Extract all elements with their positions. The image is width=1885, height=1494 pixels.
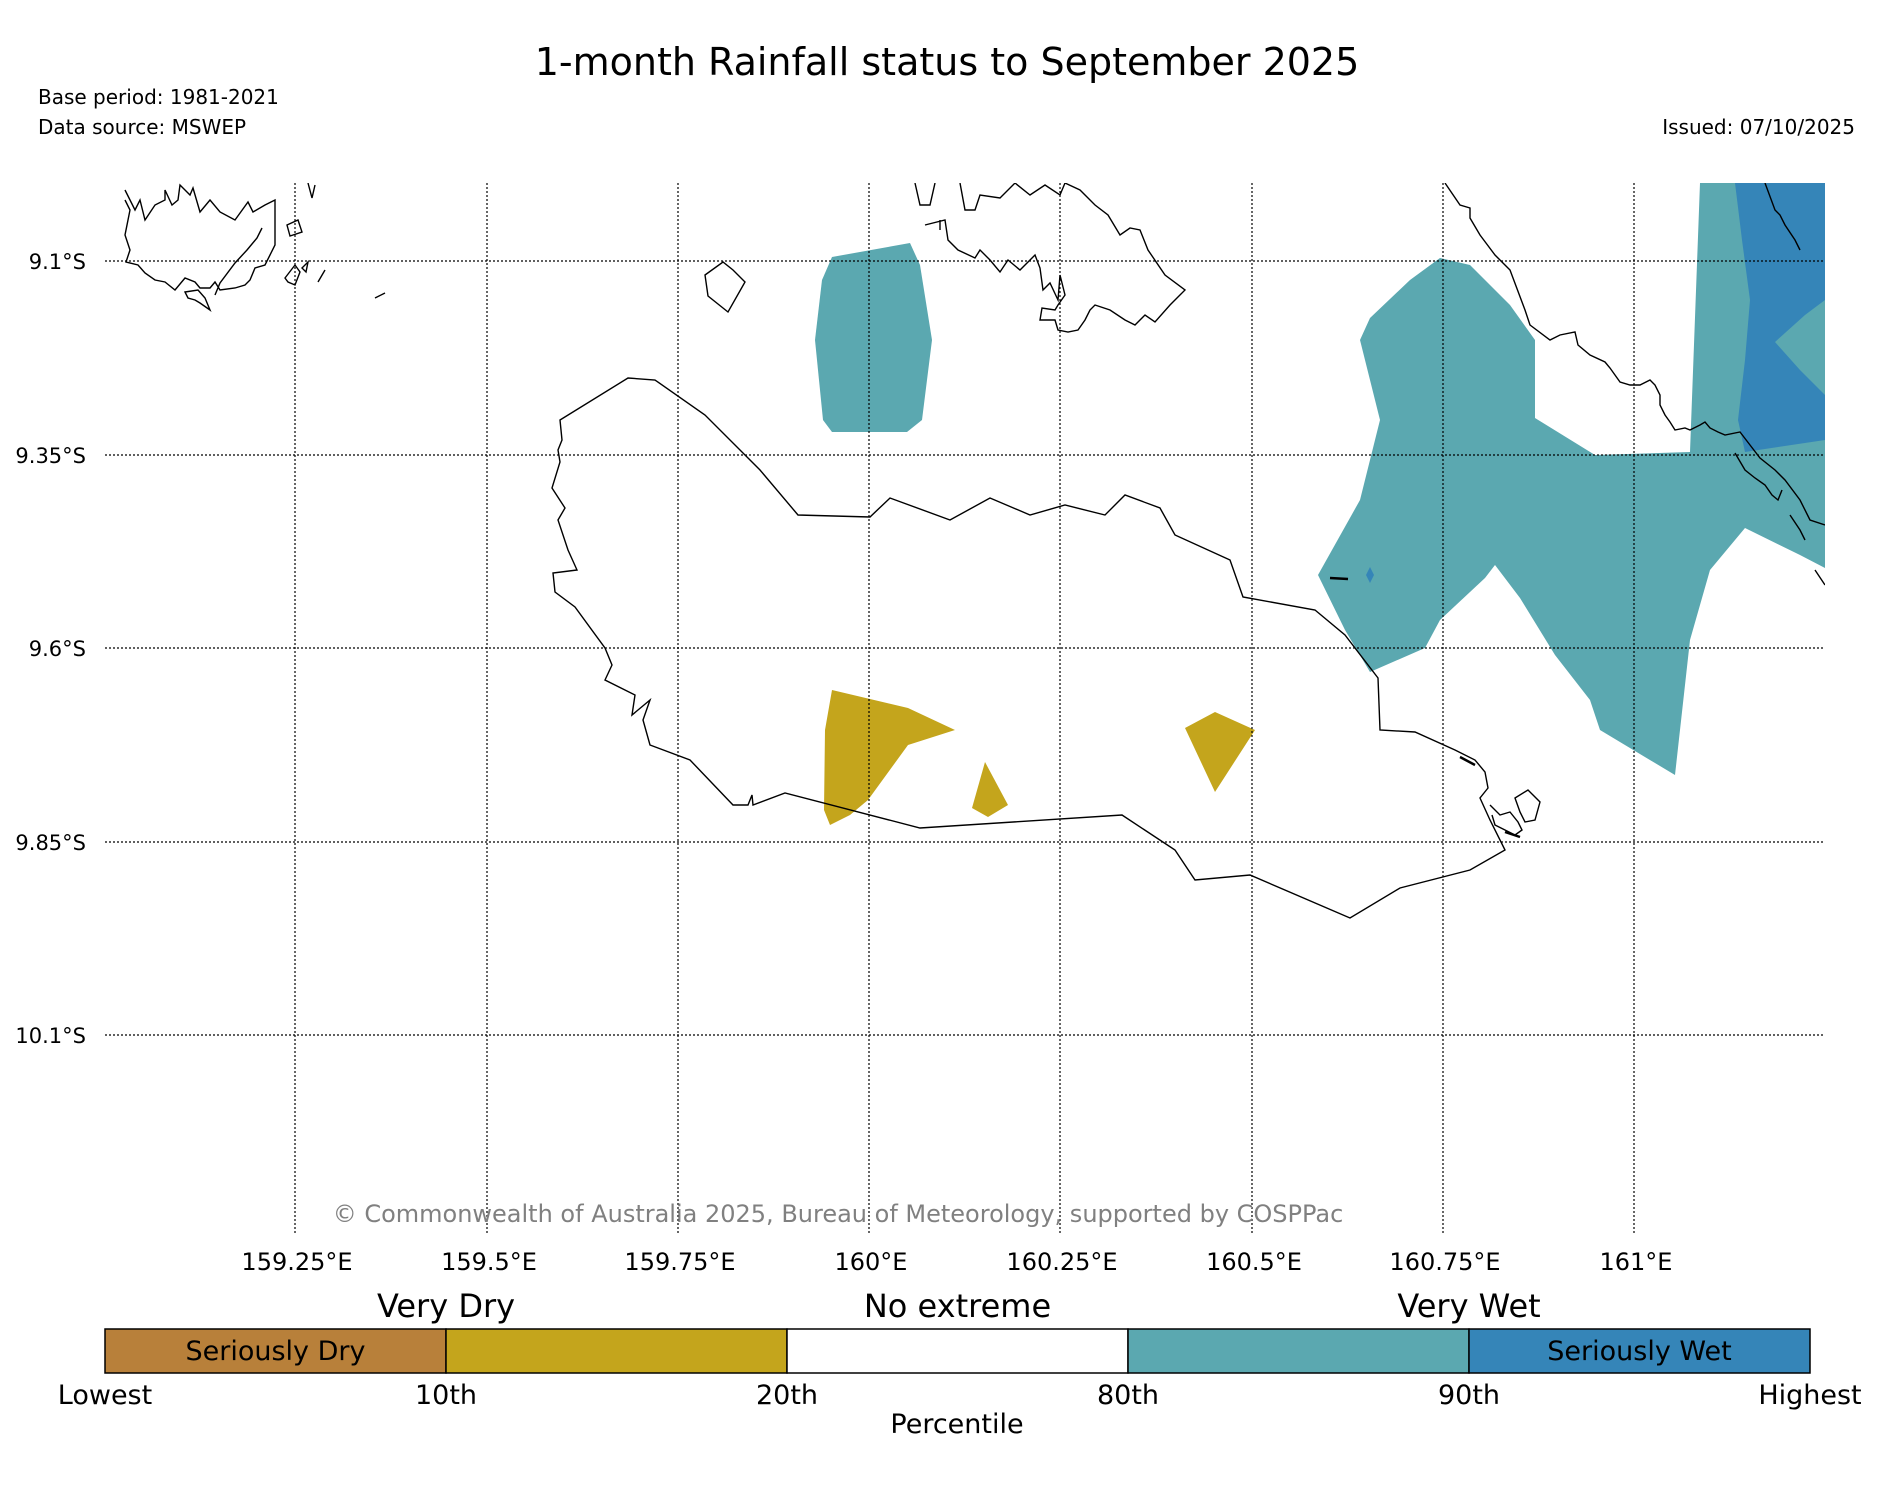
very-dry-region-west [824, 690, 955, 825]
legend-group-label: No extreme [864, 1287, 1051, 1325]
northwest-islet-3 [284, 263, 301, 286]
legend-tick-label: Lowest [58, 1380, 152, 1411]
longitude-label: 160.25°E [1006, 1248, 1117, 1276]
very-wet-regions [815, 183, 1825, 775]
legend-group-label: Very Dry [377, 1287, 515, 1325]
legend-segment [786, 1328, 1129, 1374]
coast-dash-1 [1329, 576, 1349, 581]
longitude-label: 159.25°E [241, 1248, 352, 1276]
longitude-labels: 159.25°E 159.5°E 159.75°E 160°E 160.25°E 160.… [241, 1248, 1672, 1276]
latitude-labels: 9.1°S 9.35°S 9.6°S 9.85°S 10.1°S [15, 250, 86, 1048]
very-wet-region-east [1318, 183, 1825, 775]
legend-segment-label: Seriously Dry [186, 1336, 366, 1367]
north-islet-coastline [704, 261, 746, 314]
northwest-islet-2 [286, 219, 303, 237]
latitude-label: 9.6°S [29, 637, 86, 661]
issued-date-label: Issued: 07/10/2025 [1662, 115, 1855, 139]
legend-color-bar: Seriously Dry Seriously Wet [104, 1328, 1811, 1374]
latitude-label: 10.1°S [15, 1024, 86, 1048]
longitude-label: 160.75°E [1389, 1248, 1500, 1276]
legend-group-labels: Very Dry No extreme Very Wet [377, 1287, 1541, 1325]
very-wet-region-north [815, 243, 932, 432]
northeast-island-coastline [914, 183, 1187, 333]
east-small-islet [1489, 804, 1523, 836]
northwest-line-2 [374, 292, 386, 299]
legend-segment [445, 1328, 788, 1374]
seriously-wet-region-northeast [1735, 183, 1825, 452]
legend-axis-label: Percentile [890, 1409, 1023, 1440]
northwest-line-3 [307, 183, 316, 199]
east-small-islet-2 [1514, 789, 1541, 823]
longitude-label: 159.75°E [624, 1248, 735, 1276]
northwest-line-4 [214, 227, 263, 296]
legend-tick-label: 20th [756, 1380, 818, 1411]
longitude-label: 159.5°E [441, 1248, 537, 1276]
legend-group-label: Very Wet [1397, 1287, 1540, 1325]
northwest-islet-1 [183, 289, 212, 312]
northwest-islet-4 [301, 259, 310, 274]
coast-dash-2 [1459, 755, 1476, 767]
longitude-label: 161°E [1600, 1248, 1673, 1276]
east-coast-fragments [1734, 452, 1825, 586]
latitude-label: 9.35°S [15, 444, 86, 468]
coastlines [124, 183, 1825, 919]
map-title: 1-month Rainfall status to September 202… [535, 40, 1360, 84]
longitude-label: 160°E [835, 1248, 908, 1276]
seriously-wet-dot [1366, 567, 1374, 583]
latitude-label: 9.85°S [15, 831, 86, 855]
map-area: 9.1°S9.35°S9.6°S9.85°S10.1°S 159.25°E 159… [15, 183, 1825, 1276]
legend-tick-labels: Lowest 10th 20th 80th 90th Highest [58, 1380, 1862, 1411]
coast-dash-3 [1504, 830, 1521, 839]
northwest-coastline [124, 183, 276, 291]
copyright-notice: © Commonwealth of Australia 2025, Bureau… [333, 1200, 1344, 1228]
coastline-dashes [1329, 576, 1521, 839]
northwest-line-1 [317, 269, 326, 283]
legend-tick-label: 10th [415, 1380, 477, 1411]
very-dry-region-middle [972, 762, 1008, 817]
longitude-label: 160.5°E [1206, 1248, 1302, 1276]
legend-tick-label: 80th [1097, 1380, 1159, 1411]
east-island-coastline [1444, 183, 1825, 526]
very-dry-regions [824, 690, 1255, 825]
main-island-coastline [551, 377, 1506, 919]
gridlines [105, 183, 1825, 1233]
legend-segment-label: Seriously Wet [1547, 1336, 1731, 1367]
legend-tick-label: Highest [1758, 1380, 1861, 1411]
very-dry-region-east [1185, 712, 1255, 792]
legend-segment [1468, 1328, 1811, 1374]
legend: Very Dry No extreme Very Wet Seriously Dry… [58, 1287, 1862, 1440]
latitude-label: 9.1°S [29, 250, 86, 274]
legend-segment [1127, 1328, 1470, 1374]
base-period-label: Base period: 1981-2021 [38, 85, 279, 109]
data-source-label: Data source: MSWEP [38, 115, 246, 139]
seriously-wet-regions [1366, 183, 1825, 583]
northeast-fragment [1764, 183, 1801, 251]
legend-tick-label: 90th [1438, 1380, 1500, 1411]
